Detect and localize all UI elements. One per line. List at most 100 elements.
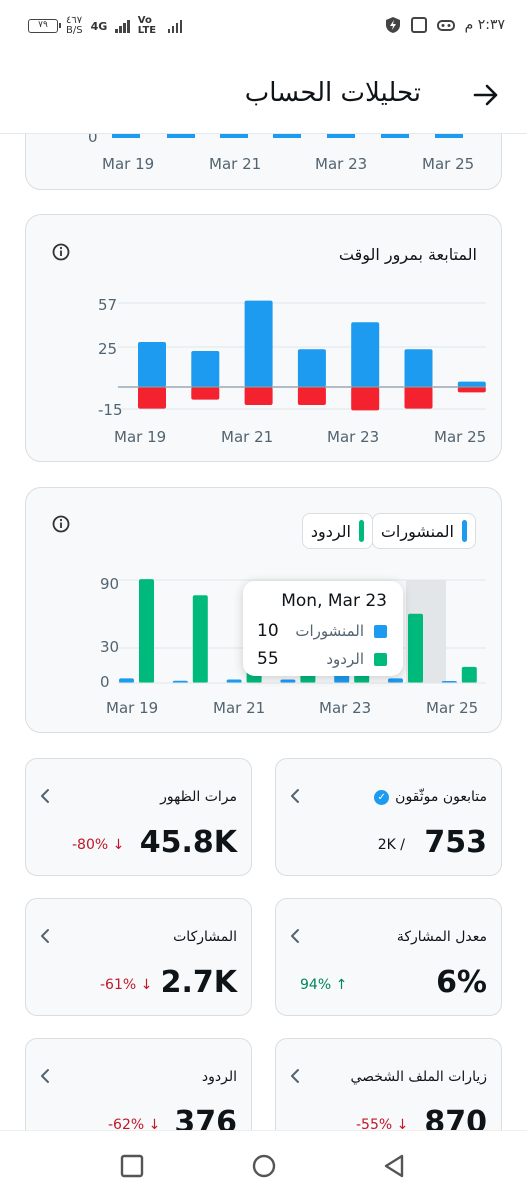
legend-replies-label: الردود xyxy=(310,521,351,541)
replies-bar xyxy=(408,613,423,683)
follows-bar-negative xyxy=(457,387,486,393)
posts-bar xyxy=(388,678,403,683)
screen-record-icon xyxy=(410,17,427,33)
posts-ytick: 30 xyxy=(100,638,120,656)
replies-bar xyxy=(461,666,477,683)
legend-posts-label: المنشورات xyxy=(380,521,454,541)
stat-change: -61% ↓ xyxy=(100,977,152,993)
top-chart-ytick: 0 xyxy=(88,128,98,146)
follows-xlabel: Mar 19 xyxy=(114,428,167,446)
follows-bar-negative xyxy=(138,387,166,409)
stat-label: متابعون موثّقون ✓ xyxy=(374,789,487,805)
stat-card-impressions[interactable]: مرات الظهور 45.8K -80% ↓ xyxy=(25,758,252,876)
stat-change: 94% ↑ xyxy=(300,977,347,993)
tooltip-row-posts: المنشورات 10 xyxy=(257,621,387,641)
follows-bar-negative xyxy=(191,387,220,400)
tooltip-replies-label: الردود xyxy=(326,650,364,668)
posts-xlabel: Mar 25 xyxy=(426,699,479,717)
stat-label: مرات الظهور xyxy=(160,789,237,805)
top-bar xyxy=(112,134,140,138)
top-bar xyxy=(327,134,355,138)
top-bar xyxy=(167,134,195,138)
home-circle-icon[interactable] xyxy=(251,1153,277,1179)
stat-value: 6% xyxy=(436,965,487,1000)
stat-value: 2.7K xyxy=(160,965,237,1000)
status-left: ٧٩ ٤٦٧ B/S 4G Vo LTE xyxy=(28,15,183,36)
follows-ytick: 25 xyxy=(98,340,118,358)
arrow-down-icon: ↓ xyxy=(148,1117,161,1133)
tooltip-posts-value: 10 xyxy=(257,621,279,641)
arrow-right-icon[interactable] xyxy=(471,80,501,110)
stat-change-value: -80% xyxy=(72,837,109,853)
status-right: ٢:٣٧ م xyxy=(385,16,505,34)
follows-bar-negative xyxy=(351,387,380,411)
stat-sub: 2K / xyxy=(377,837,405,853)
posts-bar xyxy=(280,679,296,683)
legend-replies-swatch xyxy=(359,520,364,542)
system-nav-bar xyxy=(0,1130,527,1200)
legend-replies[interactable]: الردود xyxy=(301,513,373,549)
net-speed-unit: B/S xyxy=(66,25,83,36)
top-bar xyxy=(381,134,409,138)
stat-change: -80% ↓ xyxy=(72,837,124,853)
clock: ٢:٣٧ م xyxy=(464,17,505,33)
follows-bar-negative xyxy=(297,387,326,405)
network-type: 4G xyxy=(90,19,108,33)
follows-bar-negative xyxy=(404,387,433,409)
stat-value: 45.8K xyxy=(139,825,237,860)
signal-icon xyxy=(115,19,130,33)
shield-bolt-icon xyxy=(385,17,400,33)
stat-label-text: متابعون موثّقون xyxy=(395,789,487,805)
stat-card-verified-followers[interactable]: متابعون موثّقون ✓ 753 2K / xyxy=(275,758,502,876)
info-icon[interactable] xyxy=(52,243,70,261)
chevron-left-icon[interactable] xyxy=(288,787,302,805)
top-bar xyxy=(435,134,463,138)
posts-bar xyxy=(119,678,134,683)
chevron-left-icon[interactable] xyxy=(38,927,52,945)
follows-chart xyxy=(118,300,486,411)
volte-label: Vo LTE xyxy=(137,15,157,36)
follows-bar-positive xyxy=(351,322,380,387)
page-title: تحليلات الحساب xyxy=(244,78,421,108)
game-controller-icon xyxy=(436,20,455,31)
posts-ytick: 90 xyxy=(100,575,120,593)
tooltip-replies-value: 55 xyxy=(257,649,279,669)
chart-tooltip: Mon, Mar 23 المنشورات 10 الردود 55 xyxy=(243,581,403,676)
follows-chart-card: المتابعة بمرور الوقت 57 25 -15 Mar 19 Ma… xyxy=(25,214,502,462)
stat-label: معدل المشاركة xyxy=(396,929,487,945)
follows-ytick: -15 xyxy=(98,401,123,419)
chevron-left-icon[interactable] xyxy=(38,787,52,805)
battery-icon: ٧٩ xyxy=(28,19,61,33)
follows-ytick: 57 xyxy=(98,296,118,314)
legend-posts[interactable]: المنشورات xyxy=(371,513,476,549)
follows-bar-positive xyxy=(244,300,273,387)
stat-label: زيارات الملف الشخصي xyxy=(350,1069,487,1085)
back-triangle-icon[interactable] xyxy=(381,1153,407,1179)
stat-card-engagement-rate[interactable]: معدل المشاركة 6% 94% ↑ xyxy=(275,898,502,1016)
replies-bar xyxy=(192,595,208,683)
posts-bar xyxy=(172,680,188,683)
chevron-left-icon[interactable] xyxy=(288,1067,302,1085)
recents-square-icon[interactable] xyxy=(119,1153,145,1179)
legend-posts-swatch xyxy=(462,520,467,542)
top-chart-xlabel: Mar 25 xyxy=(422,155,475,173)
arrow-up-icon: ↑ xyxy=(335,977,348,993)
stat-change: -62% ↓ xyxy=(108,1117,160,1133)
top-chart-xlabel: Mar 19 xyxy=(102,155,155,173)
verified-badge-icon: ✓ xyxy=(374,789,390,805)
info-icon[interactable] xyxy=(52,515,70,533)
chevron-left-icon[interactable] xyxy=(38,1067,52,1085)
follows-xlabel: Mar 21 xyxy=(221,428,274,446)
stat-change-value: -61% xyxy=(100,977,137,993)
posts-xlabel: Mar 21 xyxy=(213,699,266,717)
stat-card-engagements[interactable]: المشاركات 2.7K -61% ↓ xyxy=(25,898,252,1016)
status-bar: ٧٩ ٤٦٧ B/S 4G Vo LTE ٢:٣٧ م xyxy=(0,0,527,52)
chevron-left-icon[interactable] xyxy=(288,927,302,945)
net-speed-value: ٤٦٧ xyxy=(66,15,83,26)
stat-change-value: -55% xyxy=(356,1117,393,1133)
follows-bar-positive xyxy=(457,381,486,387)
arrow-down-icon: ↓ xyxy=(396,1117,409,1133)
posts-ytick: 0 xyxy=(100,673,110,691)
top-bar xyxy=(220,134,248,138)
stat-label: المشاركات xyxy=(173,929,237,945)
